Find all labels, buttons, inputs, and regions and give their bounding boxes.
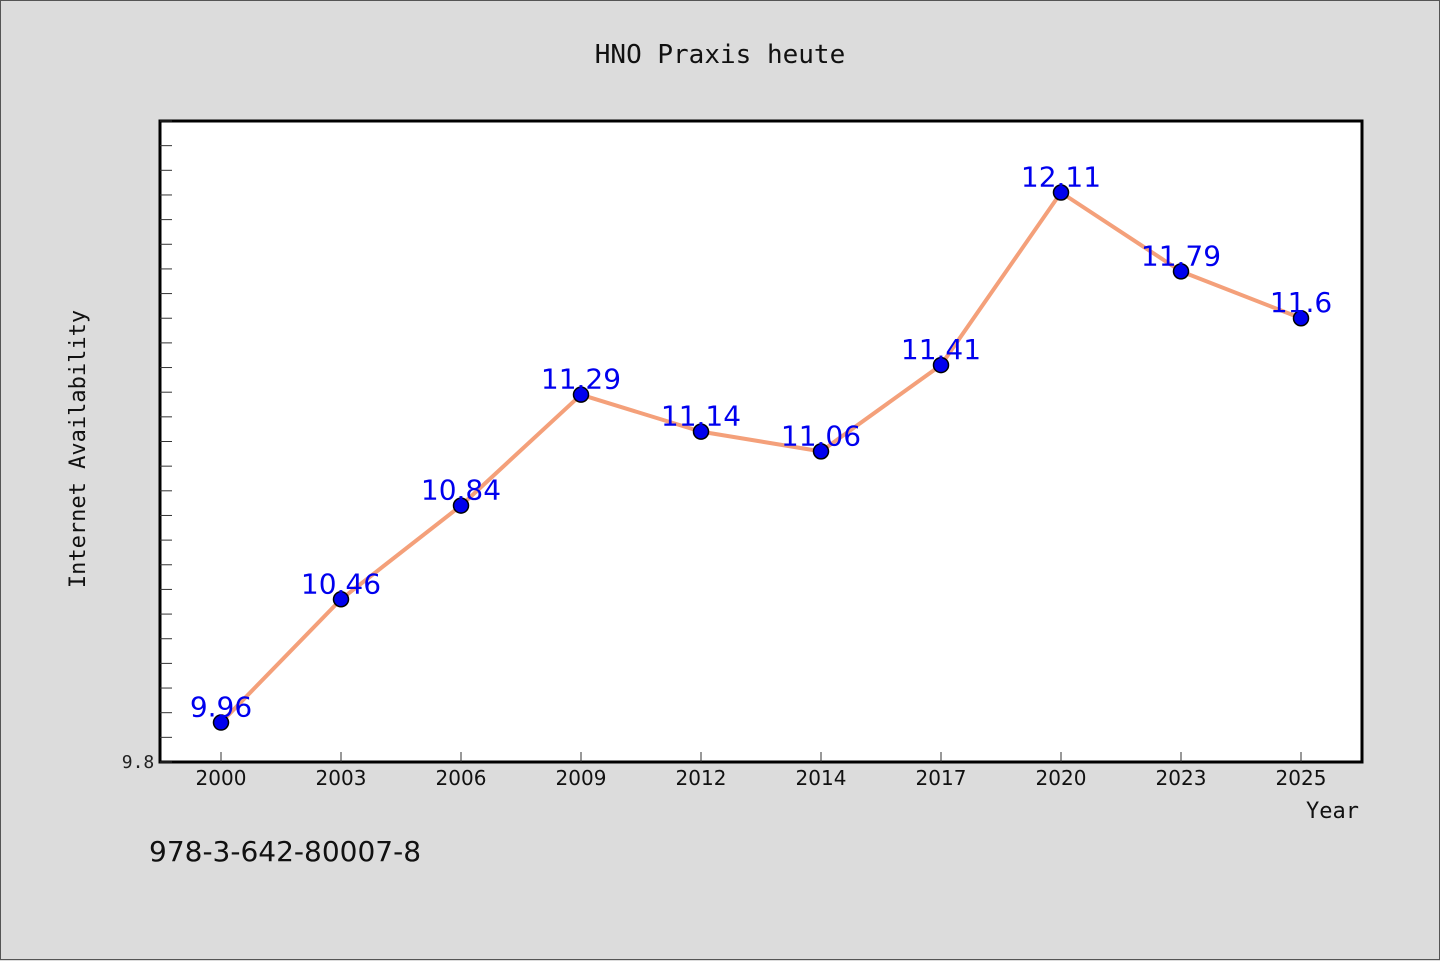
data-point <box>1052 184 1070 201</box>
x-tick-label: 2014 <box>796 766 847 790</box>
data-label: 12.11 <box>1021 160 1101 193</box>
x-tick-label: 2020 <box>1036 766 1087 790</box>
x-axis-label: Year <box>1306 799 1359 824</box>
data-label: 11.79 <box>1141 239 1221 272</box>
y-axis-label: Internet Availability <box>66 310 91 588</box>
x-tick-label: 2009 <box>556 766 607 790</box>
data-label: 9.96 <box>190 691 252 724</box>
data-point <box>332 591 350 608</box>
x-tick-label: 2012 <box>676 766 727 790</box>
data-label: 11.29 <box>541 363 621 396</box>
y-axis <box>160 120 172 763</box>
x-tick-label: 2006 <box>436 766 487 790</box>
data-label: 11.06 <box>781 419 861 452</box>
data-label: 11.41 <box>901 333 981 366</box>
chart-title: HNO Praxis heute <box>595 40 845 70</box>
data-label: 11.6 <box>1270 286 1332 319</box>
y-tick-label: 9.8 <box>122 752 155 773</box>
data-label: 10.46 <box>301 567 381 600</box>
x-tick-label: 2003 <box>316 766 367 790</box>
x-tick-label: 2017 <box>916 766 967 790</box>
data-point <box>572 386 590 403</box>
data-point <box>452 497 470 514</box>
data-point <box>212 714 230 731</box>
data-point <box>812 443 830 460</box>
data-point <box>932 356 950 374</box>
x-tick-label: 2000 <box>196 766 247 790</box>
x-tick-label: 2023 <box>1156 766 1207 790</box>
x-axis: 2000 2003 2006 2009 2012 2014 2017 2020 2023 2025 <box>196 752 1327 790</box>
data-point <box>692 423 710 440</box>
isbn-footer: 978-3-642-80007-8 <box>149 835 422 868</box>
data-point <box>1292 309 1310 327</box>
data-label: 11.14 <box>661 400 741 433</box>
data-point <box>1172 263 1190 280</box>
x-tick-label: 2025 <box>1276 766 1327 790</box>
data-label: 10.84 <box>421 474 501 507</box>
series-line-group: 9.96 10.46 10.84 11.29 11.14 11.06 11.41 12.11 1… <box>190 160 1332 731</box>
series-line <box>219 190 1303 725</box>
